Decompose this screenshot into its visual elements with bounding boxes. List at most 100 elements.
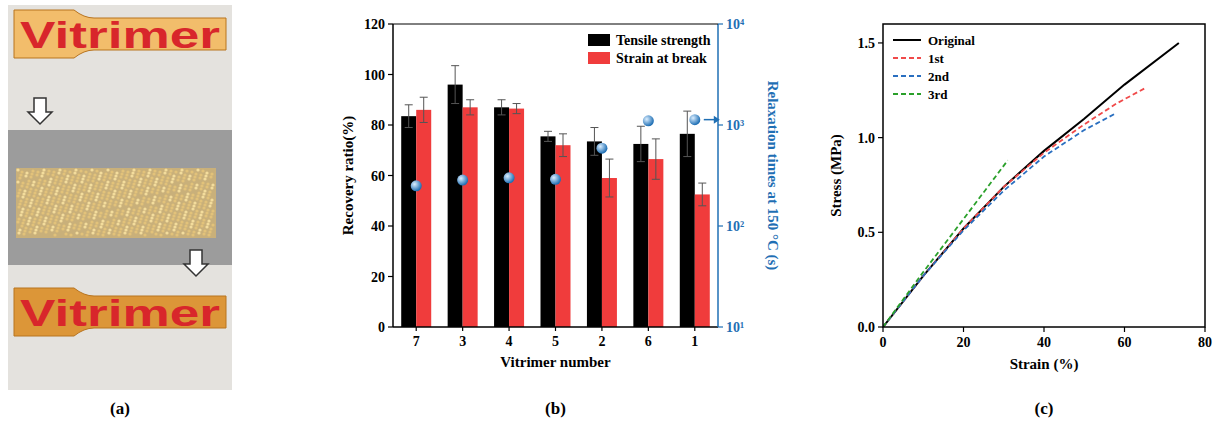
powder-grain xyxy=(136,224,139,227)
photo-panel: VitrimerVitrimer xyxy=(8,5,232,390)
powder-grain xyxy=(120,186,123,189)
powder-grain xyxy=(100,182,103,185)
x-tick xyxy=(508,327,509,331)
powder-grain xyxy=(160,178,163,181)
powder-grain xyxy=(49,191,52,194)
powder-grain xyxy=(203,229,206,232)
powder-grain xyxy=(69,233,72,236)
powder-grain xyxy=(96,232,99,235)
powder-grain xyxy=(181,179,184,182)
powder-grain xyxy=(116,222,119,225)
powder-grain xyxy=(172,214,175,217)
powder-grain xyxy=(99,171,102,174)
powder-grain xyxy=(162,212,165,215)
powder-grain xyxy=(134,190,137,193)
powder-grain xyxy=(107,191,110,194)
powder-grain xyxy=(149,219,152,222)
powder-grain xyxy=(32,220,35,223)
powder-grain xyxy=(129,229,132,232)
powder-grain xyxy=(18,188,21,191)
powder-grain xyxy=(200,210,203,213)
powder-grain xyxy=(136,212,139,215)
legend-label: Tensile strength xyxy=(616,33,711,48)
powder-grain xyxy=(44,216,47,219)
powder-grain xyxy=(149,179,152,182)
powder-grain xyxy=(60,216,63,219)
powder-grain xyxy=(53,233,56,236)
powder-grain xyxy=(37,221,40,224)
powder-grain xyxy=(154,180,157,183)
powder-grain xyxy=(75,179,78,182)
powder-grain xyxy=(80,180,83,183)
powder-grain xyxy=(61,201,64,204)
powder-grain xyxy=(208,190,211,193)
powder-grain xyxy=(70,204,73,207)
powder-grain xyxy=(186,232,189,235)
powder-grain xyxy=(187,177,190,180)
powder-grain xyxy=(171,203,174,206)
powder-grain xyxy=(73,183,76,186)
powder-grain xyxy=(22,232,25,235)
bar xyxy=(602,178,617,327)
powder-grain xyxy=(75,205,78,208)
powder-grain xyxy=(29,187,32,190)
powder-grain xyxy=(88,186,91,189)
powder-grain xyxy=(129,203,132,206)
powder-grain xyxy=(121,223,124,226)
powder-grain xyxy=(203,203,206,206)
error-cap xyxy=(420,97,428,98)
powder-grain xyxy=(142,196,145,199)
legend-line xyxy=(893,75,921,77)
powder-grain xyxy=(177,201,180,204)
powder-grain xyxy=(190,170,193,173)
y-tick-label: 0.0 xyxy=(858,320,876,335)
powder-grain xyxy=(171,217,174,220)
powder-grain xyxy=(175,233,178,236)
powder-grain xyxy=(53,181,56,184)
powder-grain xyxy=(89,183,92,186)
powder-grain xyxy=(66,174,69,177)
powder-grain xyxy=(23,203,26,206)
powder-grain xyxy=(80,206,83,209)
powder-grain xyxy=(161,229,164,232)
powder-grain xyxy=(77,173,80,176)
powder-grain xyxy=(79,169,82,172)
powder-grain xyxy=(170,180,173,183)
powder-grain xyxy=(63,169,66,172)
powder-grain xyxy=(60,176,63,179)
powder-grain xyxy=(104,212,107,215)
powder-grain xyxy=(157,173,160,176)
powder-grain xyxy=(103,215,106,218)
powder-grain xyxy=(201,195,204,198)
powder-grain xyxy=(43,205,46,208)
powder-grain xyxy=(54,178,57,181)
powder-grain xyxy=(204,214,207,217)
powder-grain xyxy=(127,195,130,198)
powder-grain xyxy=(178,226,181,229)
powder-grain xyxy=(57,223,60,226)
powder-grain xyxy=(197,231,200,234)
error-cap xyxy=(466,114,474,115)
powder-grain xyxy=(128,232,131,235)
powder-grain xyxy=(71,189,74,192)
powder-grain xyxy=(58,182,61,185)
powder-grain xyxy=(78,224,81,227)
powder-grain xyxy=(199,187,202,190)
powder-grain xyxy=(69,193,72,196)
error-cap xyxy=(652,138,660,139)
powder-grain xyxy=(182,176,185,179)
powder-grain xyxy=(150,216,153,219)
error-bar xyxy=(652,139,660,179)
powder-grain xyxy=(188,174,191,177)
powder-grain xyxy=(197,191,200,194)
powder-grain xyxy=(52,210,55,213)
powder-grain xyxy=(148,182,151,185)
line xyxy=(883,160,1008,327)
frame xyxy=(883,24,1205,327)
powder-grain xyxy=(209,175,212,178)
legend-label: Original xyxy=(928,33,975,48)
powder-grain xyxy=(95,195,98,198)
powder-grain xyxy=(91,205,94,208)
powder-grain xyxy=(42,182,45,185)
powder-grain xyxy=(64,232,67,235)
